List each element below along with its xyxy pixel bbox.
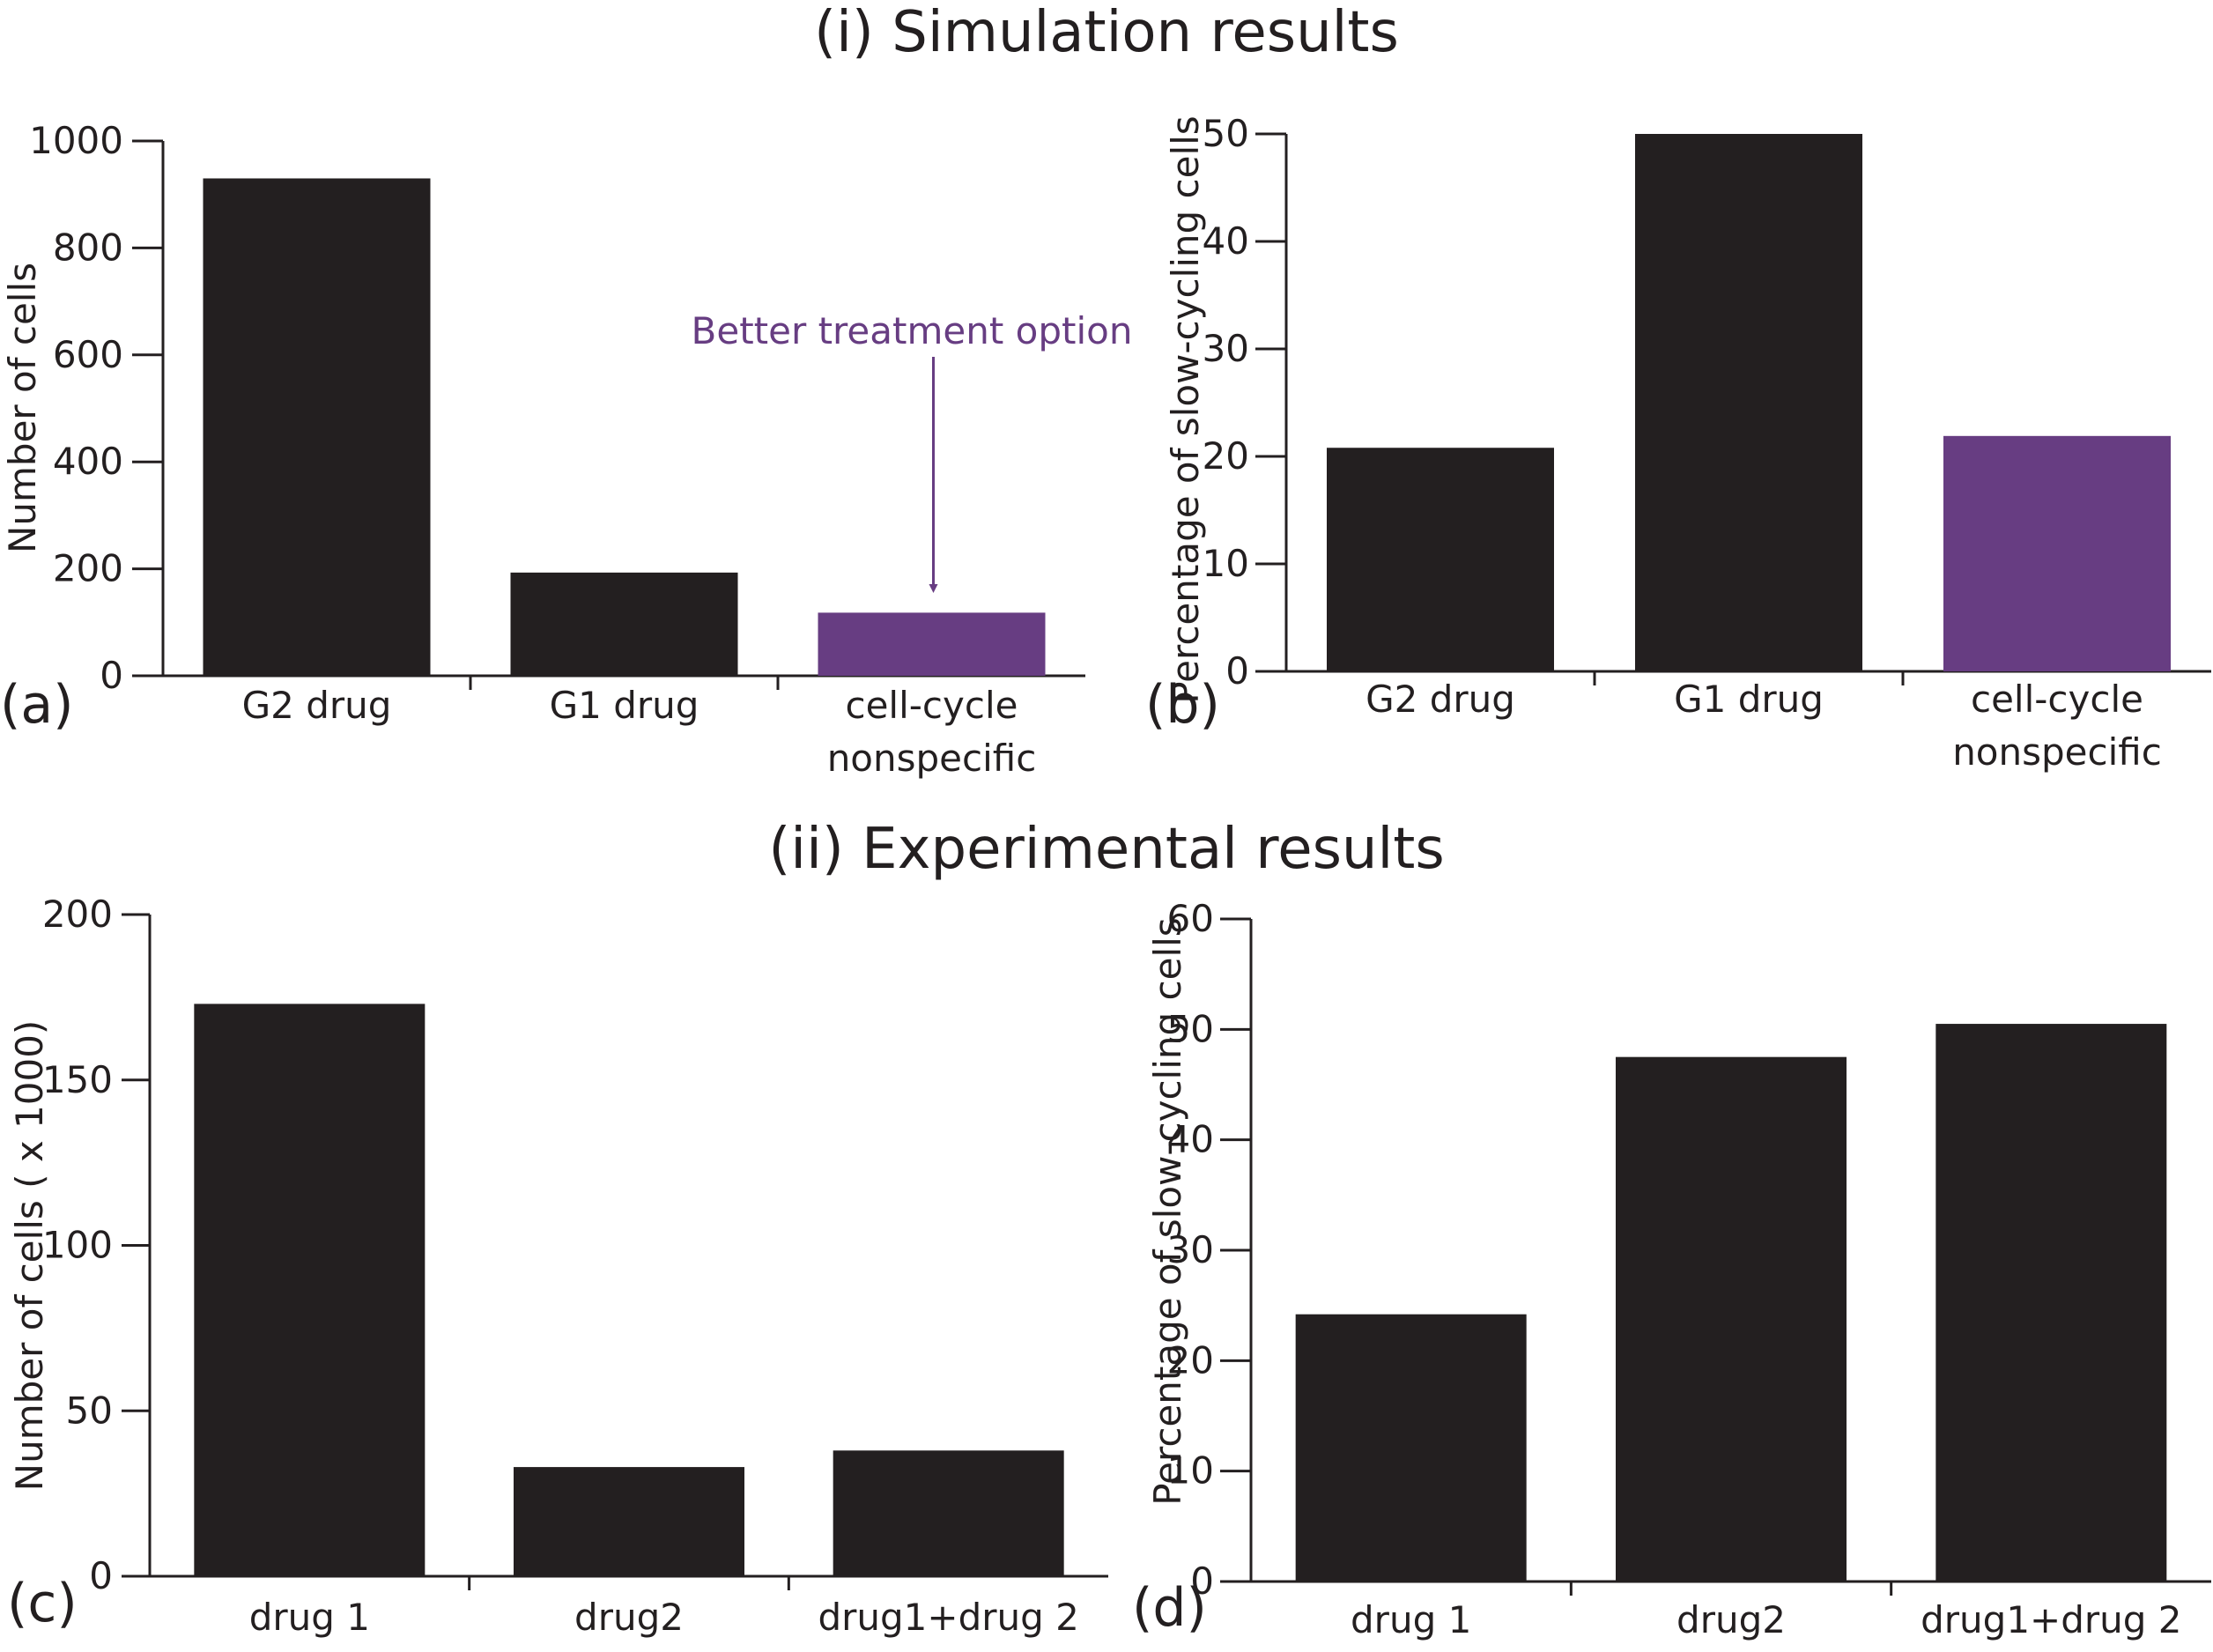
x-category-label: cell-cycle nonspecific <box>827 684 1037 780</box>
y-tick-label: 150 <box>42 1058 113 1101</box>
x-category-label: drug 1 <box>249 1596 370 1639</box>
bar-2 <box>514 1467 744 1576</box>
bar-3 <box>1943 435 2171 671</box>
y-axis-title: Number of cells ( x 1000) <box>8 1020 51 1492</box>
x-category-label: G2 drug <box>242 684 392 727</box>
y-tick-label: 0 <box>100 654 123 697</box>
y-tick-label: 20 <box>1203 434 1249 478</box>
x-category-label-line: cell-cycle <box>846 684 1018 727</box>
x-category-label: cell-cycle nonspecific <box>1952 678 2162 774</box>
y-tick-label: 60 <box>1167 897 1214 940</box>
y-tick-label: 400 <box>53 440 123 483</box>
x-category-label-line: drug1+drug 2 <box>1921 1598 2181 1641</box>
x-category-label: drug1+drug 2 <box>1921 1598 2181 1641</box>
y-tick-label: 50 <box>1167 1007 1214 1050</box>
chart-panel-3: 0 50 100 150 200 drug 1 drug2 drug1+drug 2 Numbe… <box>7 893 1108 1639</box>
x-category-label: G2 drug <box>1366 678 1515 721</box>
y-tick-label: 50 <box>66 1389 113 1432</box>
bar-1 <box>1327 448 1554 671</box>
x-category-label-line: drug 1 <box>1351 1598 1471 1641</box>
panel-label: (d) <box>1132 1577 1207 1639</box>
x-category-label: drug2 <box>1676 1598 1786 1641</box>
y-axis-title: Percentage of slow-cycling cells <box>1146 917 1189 1505</box>
panel-label: (a) <box>0 674 74 736</box>
bar-3 <box>1935 1024 2167 1582</box>
x-category-label: drug1+drug 2 <box>818 1596 1078 1639</box>
x-category-label-line: drug2 <box>574 1596 684 1639</box>
chart-panel-4: 0 10 20 30 40 50 60 drug 1 drug2 drug1+drug 2 Perc… <box>1132 897 2211 1641</box>
y-tick-label: 100 <box>42 1224 113 1267</box>
y-tick-label: 20 <box>1167 1338 1214 1382</box>
y-axis-title: Percentage of slow-cycling cells <box>1164 115 1207 703</box>
x-category-label: drug 1 <box>1351 1598 1471 1641</box>
bar-2 <box>1635 134 1862 671</box>
x-category-label: G1 drug <box>1674 678 1824 721</box>
y-axis-title: Number of cells <box>1 263 44 553</box>
bar-1 <box>194 1004 426 1576</box>
x-category-label-line: nonspecific <box>827 737 1037 780</box>
x-category-label-line: drug2 <box>1676 1598 1786 1641</box>
y-tick-label: 800 <box>53 226 123 269</box>
panel-label: (c) <box>7 1573 78 1634</box>
bar-1 <box>1295 1314 1527 1582</box>
annotation-text: Better treatment option <box>692 309 1133 352</box>
y-tick-label: 10 <box>1167 1449 1214 1493</box>
simulation-title: (i) Simulation results <box>814 0 1399 65</box>
panel-label: (b) <box>1145 674 1220 736</box>
x-category-label-line: G2 drug <box>1366 678 1515 721</box>
y-tick-label: 600 <box>53 333 123 376</box>
bar-1 <box>203 178 431 677</box>
x-category-label-line: drug1+drug 2 <box>818 1596 1078 1639</box>
bar-2 <box>1616 1056 1847 1582</box>
bar-3 <box>818 612 1046 676</box>
y-tick-label: 0 <box>89 1554 113 1597</box>
y-tick-label: 30 <box>1203 327 1249 370</box>
x-category-label-line: G1 drug <box>1674 678 1824 721</box>
y-tick-label: 50 <box>1203 112 1249 155</box>
y-tick-label: 0 <box>1190 1559 1214 1603</box>
experimental-title: (ii) Experimental results <box>768 817 1444 882</box>
y-tick-label: 0 <box>1225 649 1249 693</box>
bar-3 <box>833 1450 1064 1576</box>
x-category-label: drug2 <box>574 1596 684 1639</box>
x-category-label-line: G1 drug <box>550 684 699 727</box>
bar-2 <box>510 572 738 676</box>
chart-panel-1: 0 200 400 600 800 1000 G2 drug G1 drug cell-cycl… <box>0 119 1132 780</box>
y-tick-label: 30 <box>1167 1228 1214 1271</box>
chart-panel-2: 0 10 20 30 40 50 G2 drug G1 drug cell-cycle nonsp… <box>1145 112 2211 774</box>
y-tick-label: 40 <box>1203 219 1249 263</box>
x-category-label-line: drug 1 <box>249 1596 370 1639</box>
x-category-label-line: G2 drug <box>242 684 392 727</box>
y-tick-label: 40 <box>1167 1118 1214 1161</box>
x-category-label-line: nonspecific <box>1952 730 2162 774</box>
y-tick-label: 200 <box>53 547 123 590</box>
y-tick-label: 200 <box>42 893 113 936</box>
y-tick-label: 10 <box>1203 542 1249 585</box>
x-category-label: G1 drug <box>550 684 699 727</box>
x-category-label-line: cell-cycle <box>1971 678 2143 721</box>
y-tick-label: 1000 <box>29 119 123 162</box>
